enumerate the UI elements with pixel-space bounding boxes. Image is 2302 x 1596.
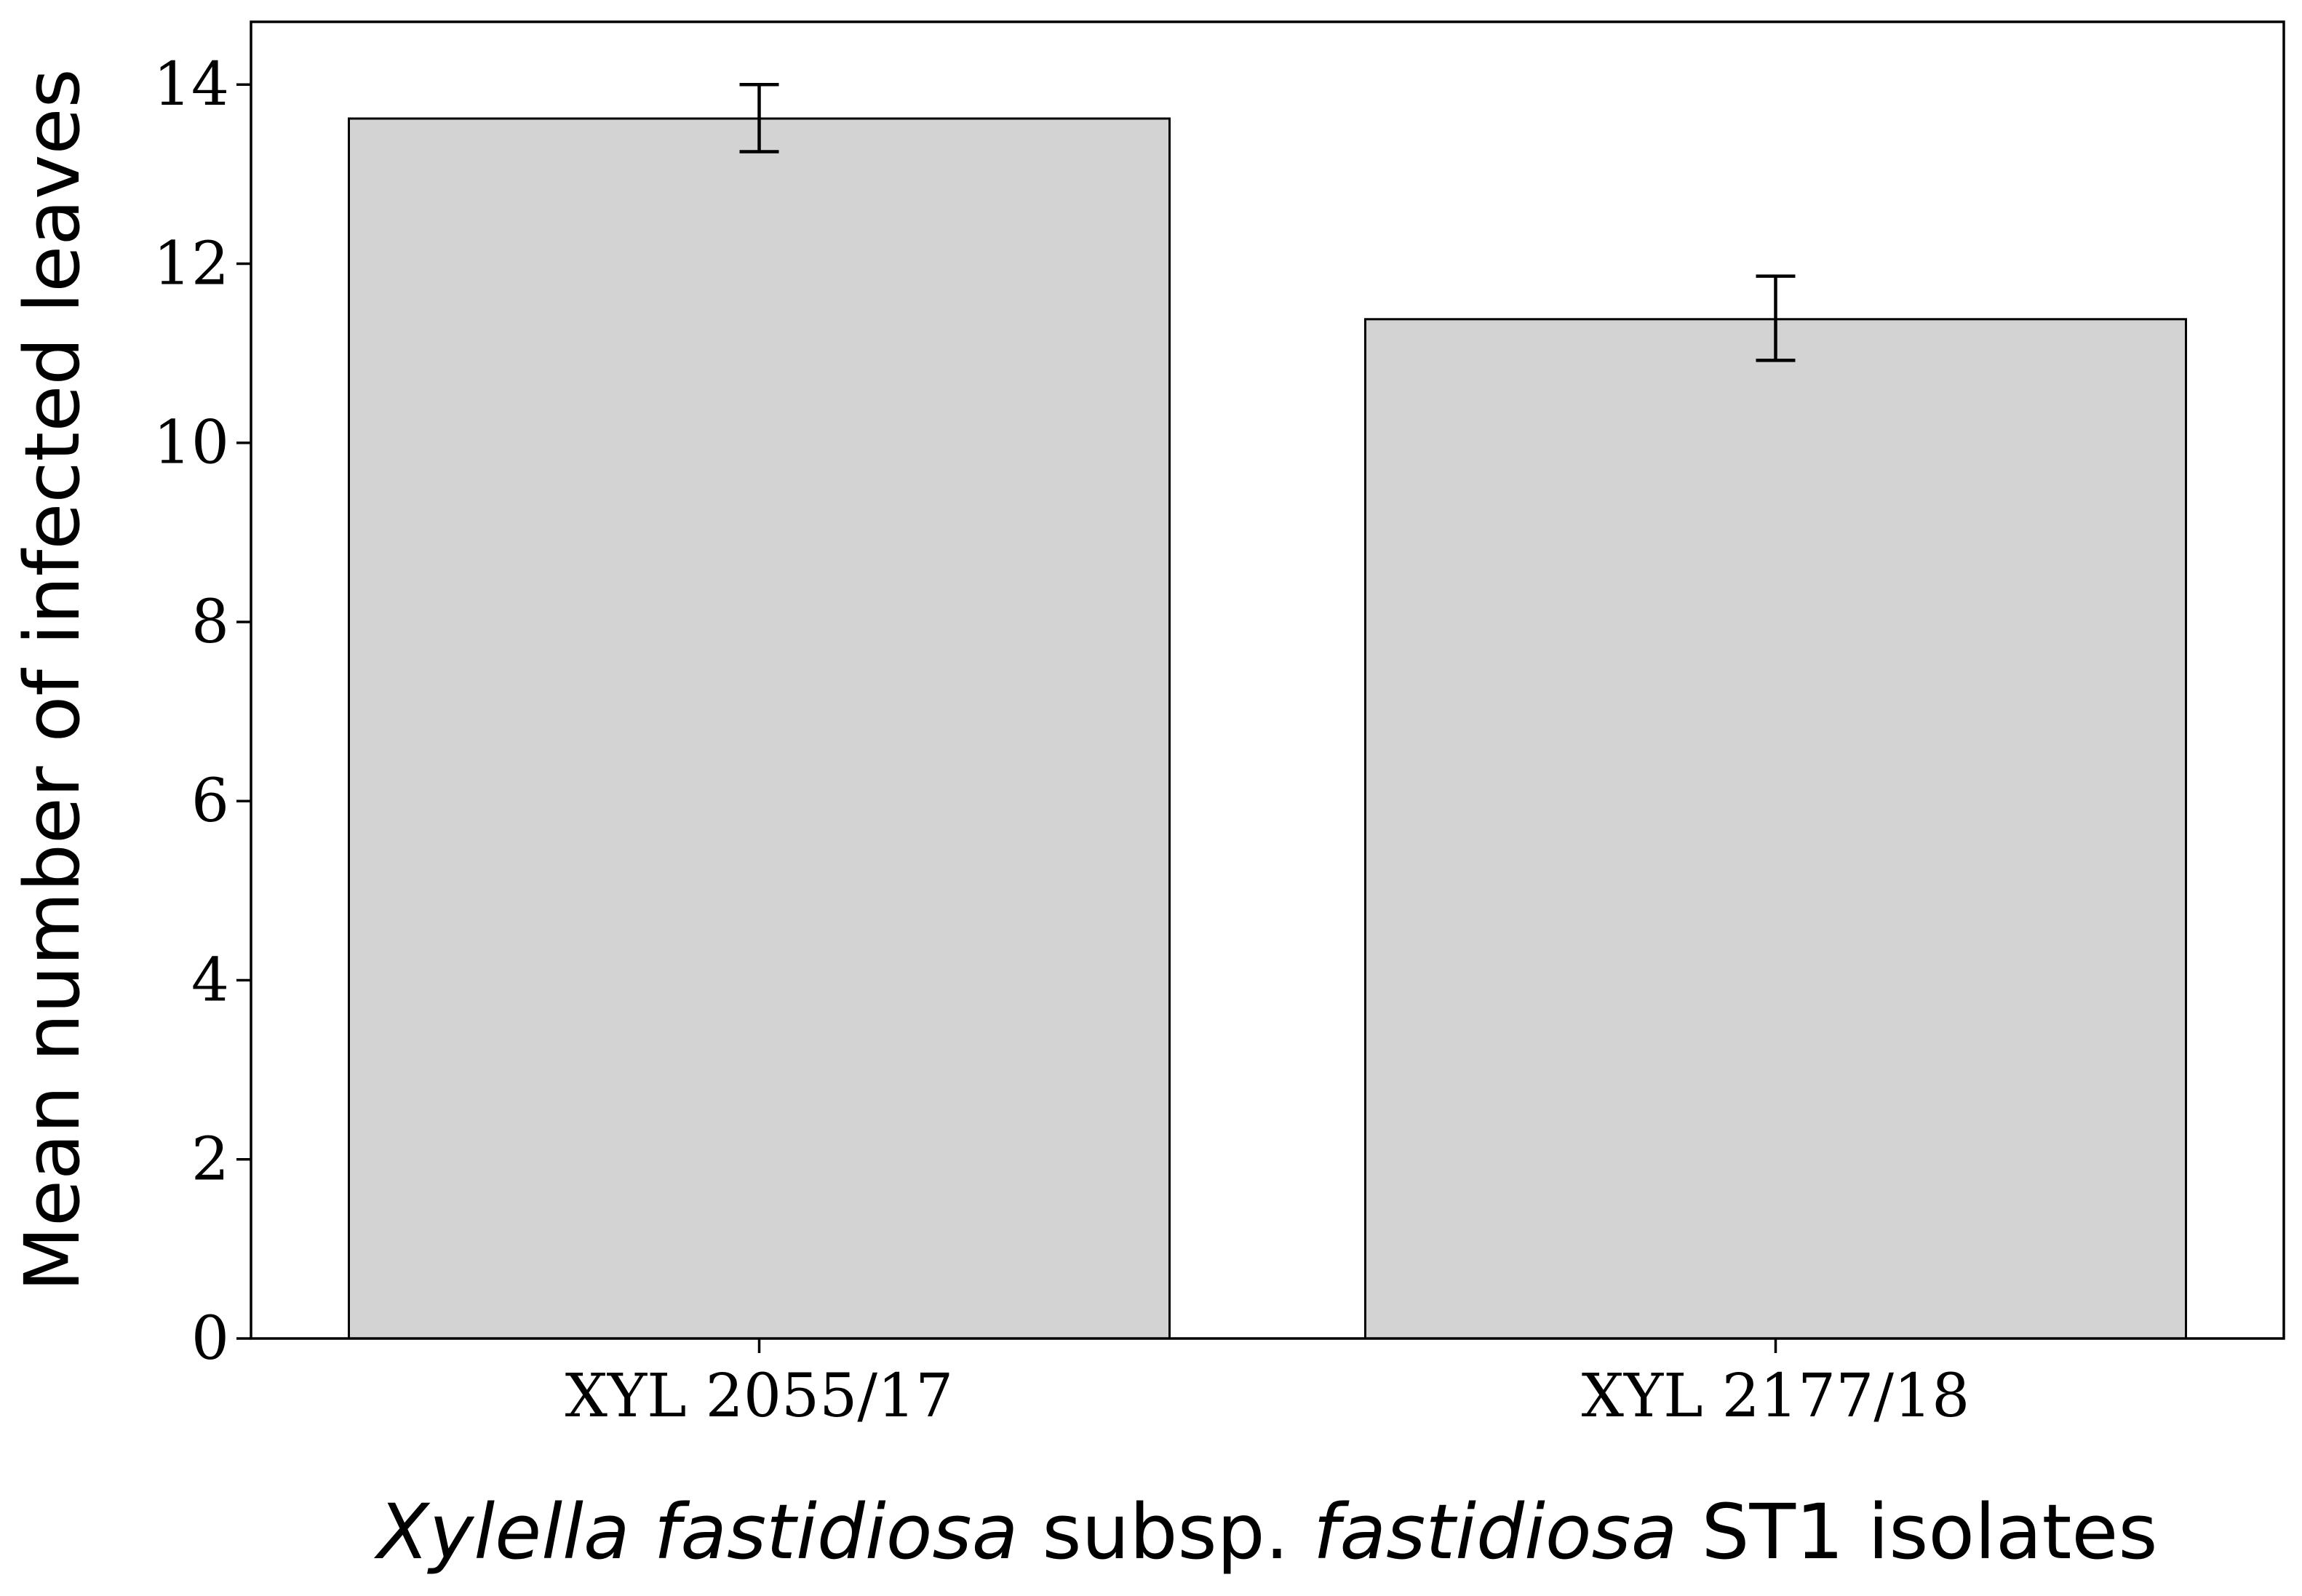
y-tick-label: 14 <box>154 50 229 119</box>
x-tick-label: XYL 2055/17 <box>565 1362 954 1431</box>
bar-1 <box>348 117 1171 1340</box>
y-tick-label: 8 <box>191 588 229 657</box>
error-bar-2 <box>1756 274 1796 362</box>
y-axis-title: Mean number of infected leaves <box>8 68 97 1291</box>
x-axis-title-part: Xylella fastidiosa <box>373 1488 1018 1576</box>
y-tick-label: 0 <box>191 1304 229 1373</box>
y-axis: 0 2 4 6 8 10 12 14 <box>154 50 251 1373</box>
y-tick-label: 2 <box>191 1125 229 1194</box>
x-tick-label: XYL 2177/18 <box>1582 1362 1970 1431</box>
bar-2 <box>1364 318 2187 1340</box>
x-axis: XYL 2055/17 XYL 2177/18 <box>565 1338 1970 1431</box>
x-axis-title-part: subsp. <box>1018 1488 1313 1576</box>
plot-area <box>348 82 2187 1340</box>
x-axis-title: Xylella fastidiosa subsp. fastidiosa ST1… <box>373 1488 2157 1576</box>
plot-frame <box>250 20 2285 1340</box>
y-tick-label: 4 <box>191 946 229 1015</box>
x-axis-title-part: ST1 isolates <box>1677 1488 2157 1576</box>
error-bar-1 <box>739 82 779 153</box>
y-tick-label: 12 <box>154 229 229 298</box>
x-axis-title-part: fastidiosa <box>1313 1488 1678 1576</box>
y-tick-label: 10 <box>154 409 229 478</box>
y-tick-label: 6 <box>191 767 229 836</box>
